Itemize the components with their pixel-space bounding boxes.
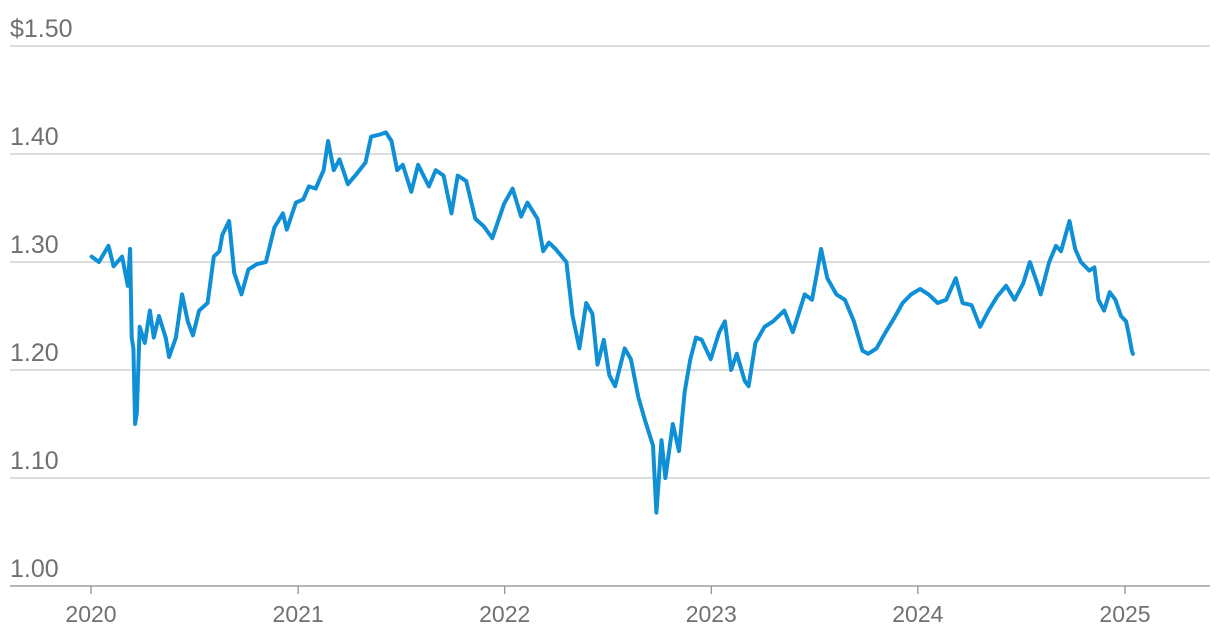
x-tick-label-0: 2020 [65, 601, 116, 627]
x-tick-label-1: 2021 [273, 601, 324, 627]
y-axis-tick-labels: $1.50 1.40 1.30 1.20 1.10 1.00 [10, 15, 73, 583]
y-tick-label-5: 1.00 [10, 555, 59, 583]
y-tick-label-1: 1.40 [10, 123, 59, 151]
y-tick-label-2: 1.30 [10, 231, 59, 259]
y-tick-label-4: 1.10 [10, 447, 59, 475]
x-tick-label-2: 2022 [479, 601, 530, 627]
x-tick-label-3: 2023 [686, 601, 737, 627]
x-tick-label-5: 2025 [1099, 601, 1150, 627]
x-tick-label-4: 2024 [892, 601, 943, 627]
gridlines [10, 45, 1210, 479]
y-tick-label-3: 1.20 [10, 339, 59, 367]
series-line-0 [89, 130, 1135, 515]
y-tick-label-0: $1.50 [10, 15, 73, 43]
x-axis: 2020 2021 2022 2023 2024 2025 [10, 585, 1210, 627]
series-layer [89, 130, 1135, 515]
